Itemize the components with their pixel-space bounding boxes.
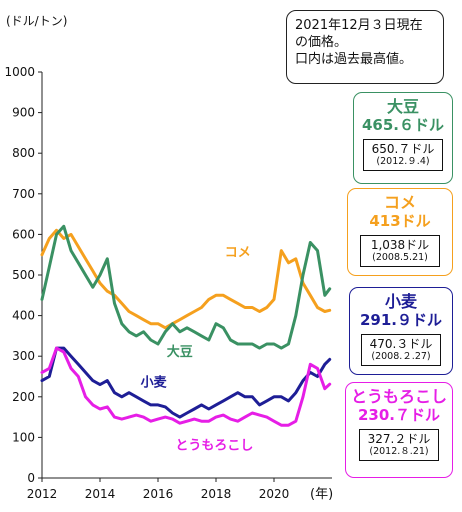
wheat-price-panel: 小麦 291.９ドル 470.３ドル (2008.２.27) — [349, 287, 453, 375]
corn-record-box: 327.２ドル (2012.８.21) — [359, 429, 439, 461]
y-tick-label: 200 — [12, 390, 35, 404]
y-tick-label: 0 — [27, 471, 35, 485]
note-line-2: の価格。 — [295, 35, 348, 50]
soybean-record-date: (2012.９.4) — [376, 156, 430, 167]
rice-price: 413ドル — [369, 212, 431, 230]
wheat-record-date: (2008.２.27) — [371, 351, 431, 362]
price-note-box: 2021年12月３日現在 の価格。 口内は過去最高値。 — [286, 10, 444, 84]
rice-record-value: 1,038ドル — [370, 238, 430, 252]
series-label-0: コメ — [225, 246, 251, 261]
series-line-0 — [40, 228, 332, 330]
x-axis-label: (年) — [310, 487, 333, 502]
soybean-price-panel: 大豆 465.６ドル 650.７ドル (2012.９.4) — [353, 92, 453, 184]
wheat-record-box: 470.３ドル (2008.２.27) — [361, 334, 441, 366]
rice-price-panel: コメ 413ドル 1,038ドル (2008.5.21) — [347, 188, 453, 276]
note-line-1: 2021年12月３日現在 — [295, 18, 423, 33]
y-tick-label: 300 — [12, 349, 35, 363]
series-label-2: 小麦 — [141, 375, 168, 391]
y-tick-label: 1000 — [4, 65, 35, 79]
corn-name: とうもろこし — [350, 387, 447, 406]
note-line-3: 口内は過去最高値。 — [295, 52, 413, 67]
soybean-name: 大豆 — [386, 97, 419, 116]
rice-record-box: 1,038ドル (2008.5.21) — [360, 235, 440, 267]
corn-price-panel: とうもろこし 230.７ドル 327.２ドル (2012.８.21) — [345, 382, 453, 478]
rice-record-date: (2008.5.21) — [372, 252, 428, 263]
corn-price: 230.７ドル — [357, 406, 440, 424]
wheat-price: 291.９ドル — [359, 311, 442, 329]
x-tick-label: 2016 — [143, 487, 174, 501]
x-tick-label: 2014 — [85, 487, 116, 501]
y-tick-label: 800 — [12, 146, 35, 160]
wheat-record-value: 470.３ドル — [369, 337, 433, 351]
series-line-1 — [40, 224, 332, 350]
soybean-record-value: 650.７ドル — [371, 142, 435, 156]
y-tick-label: 400 — [12, 309, 35, 323]
x-tick-label: 2012 — [27, 487, 58, 501]
y-tick-label: 700 — [12, 187, 35, 201]
series-label-1: 大豆 — [167, 344, 193, 360]
soybean-price: 465.６ドル — [361, 116, 444, 134]
series-line-3 — [40, 346, 332, 427]
soybean-record-box: 650.７ドル (2012.９.4) — [363, 139, 443, 171]
x-tick-label: 2020 — [259, 487, 290, 501]
y-axis-label: (ドル/トン) — [6, 14, 67, 28]
corn-record-value: 327.２ドル — [367, 432, 431, 446]
y-tick-label: 900 — [12, 106, 35, 120]
rice-name: コメ — [383, 193, 416, 212]
y-tick-label: 500 — [12, 268, 35, 282]
y-tick-label: 600 — [12, 227, 35, 241]
series-label-3: とうもろこし — [175, 439, 253, 454]
y-tick-label: 100 — [12, 430, 35, 444]
series-line-2 — [40, 346, 332, 419]
x-tick-label: 2018 — [201, 487, 232, 501]
corn-record-date: (2012.８.21) — [369, 446, 429, 457]
wheat-name: 小麦 — [384, 292, 417, 311]
